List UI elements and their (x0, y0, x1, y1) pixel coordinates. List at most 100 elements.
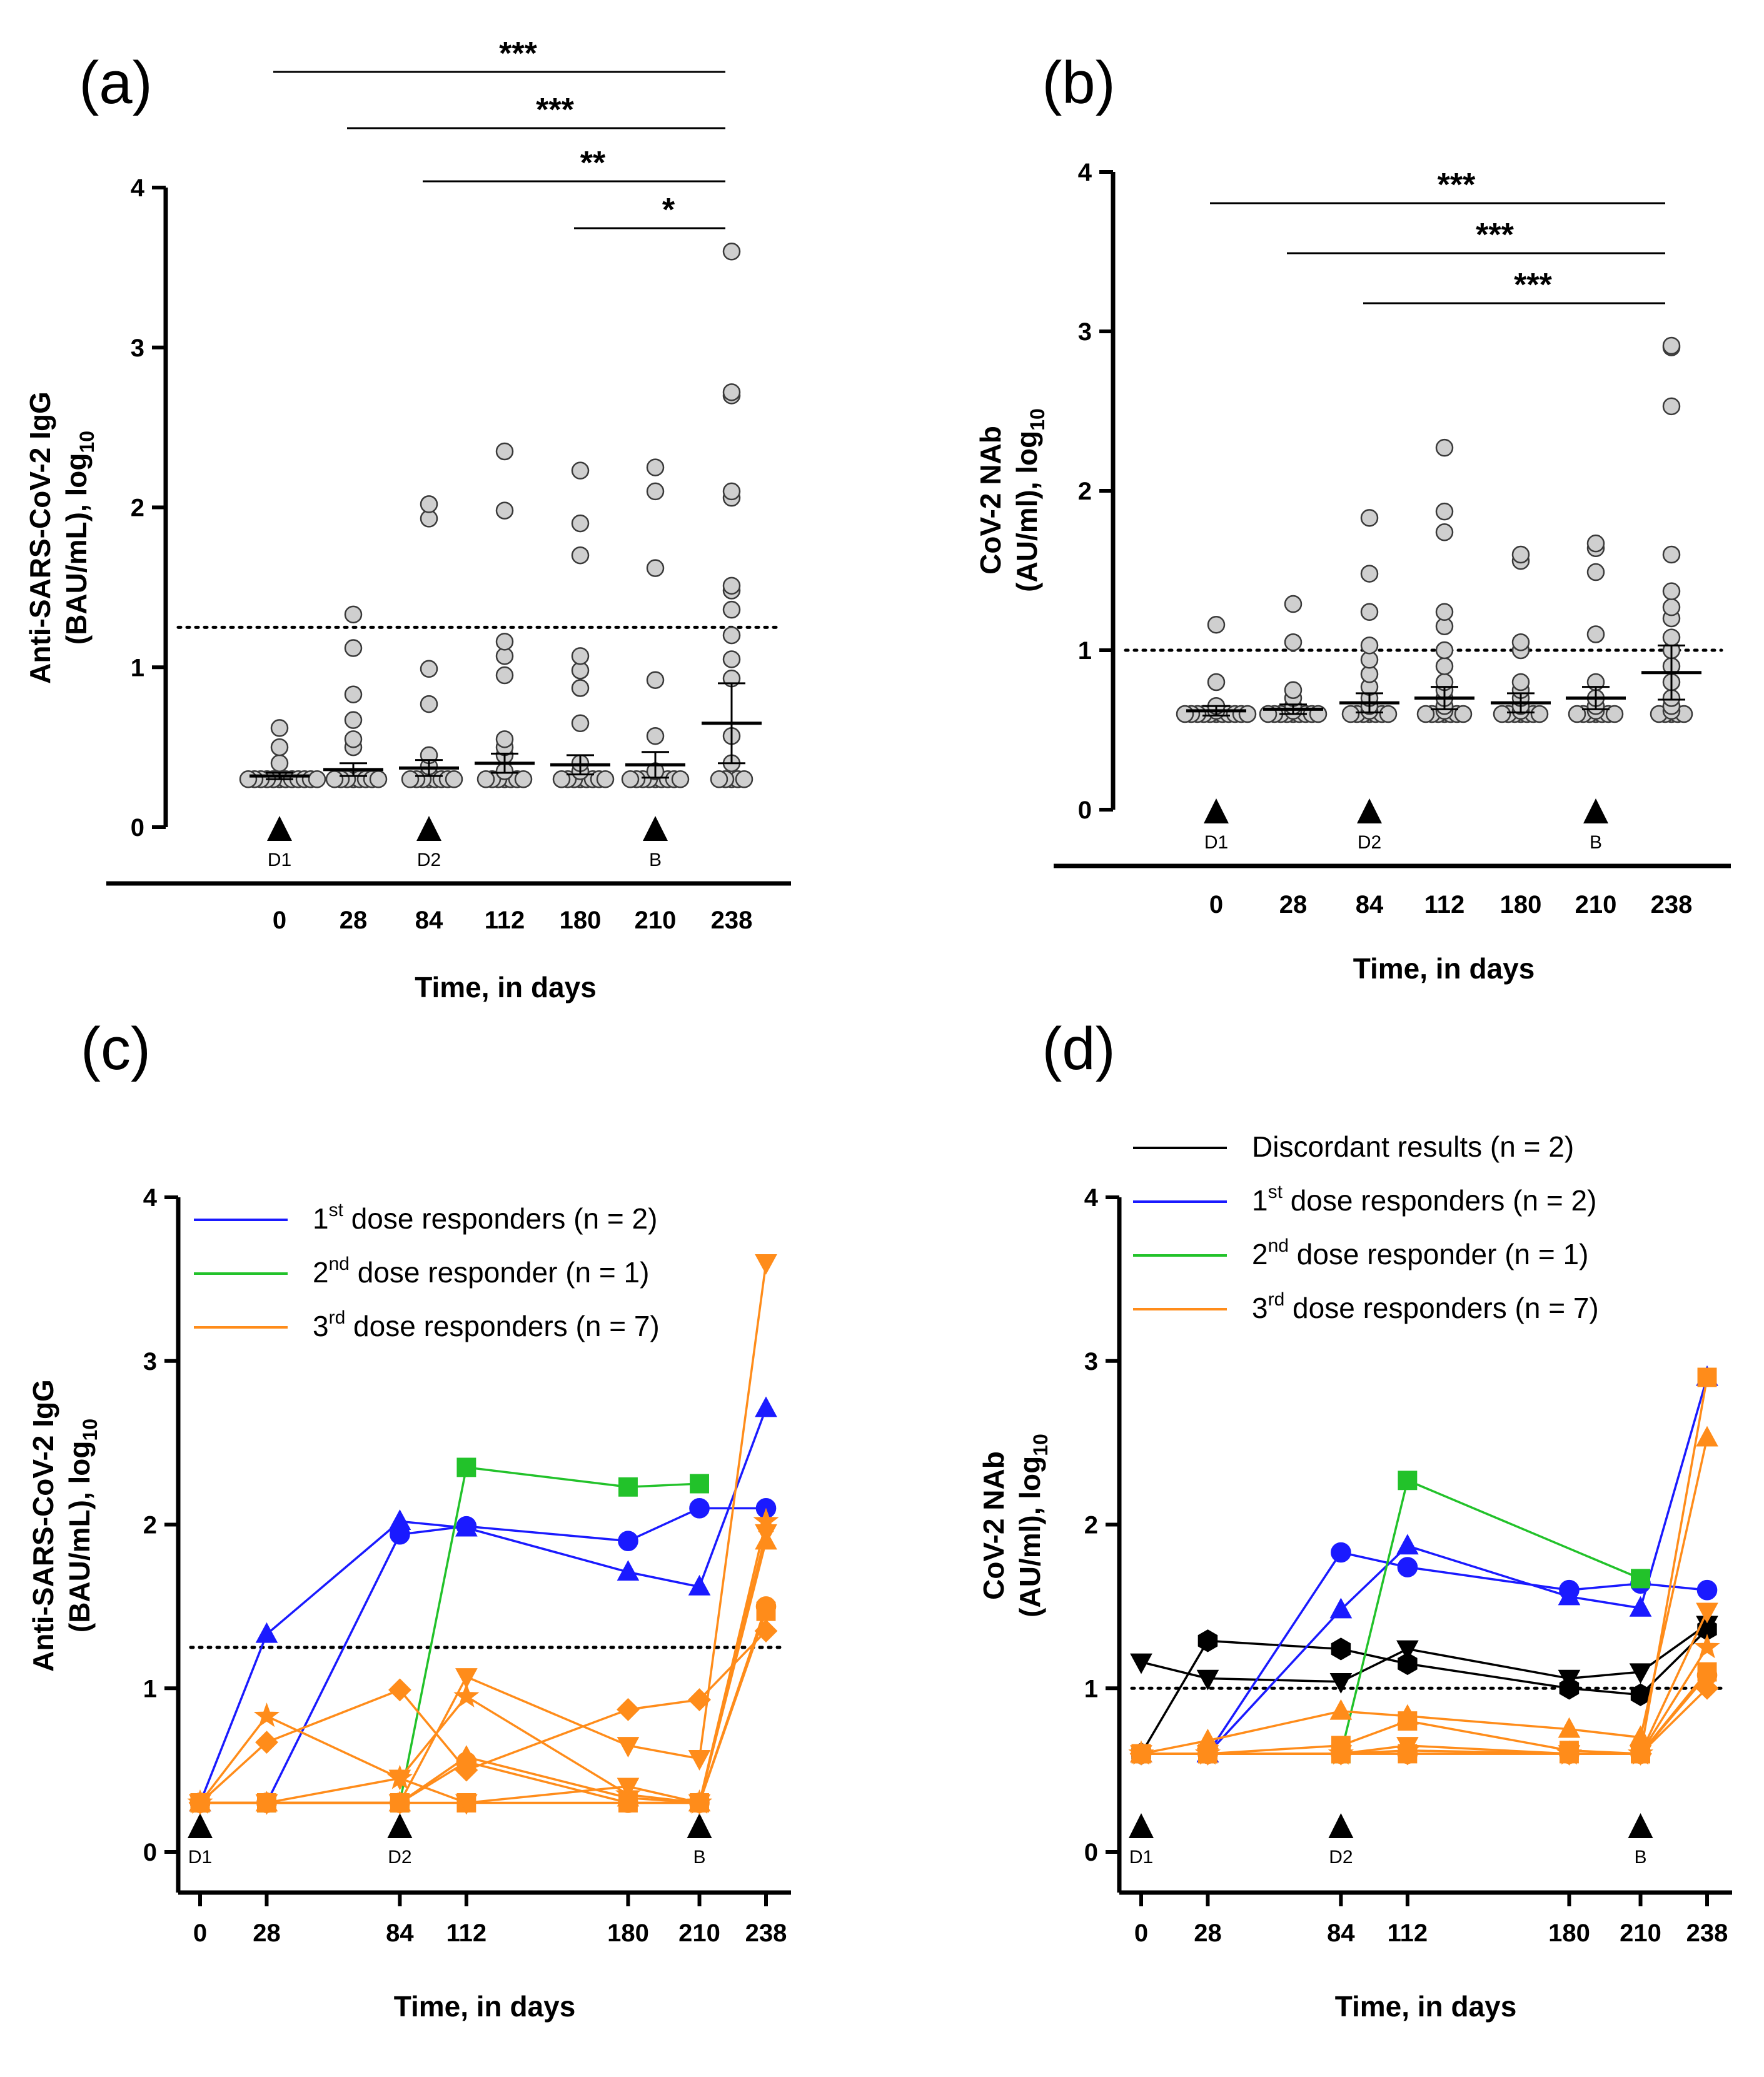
series-marker (1396, 1534, 1419, 1555)
y-axis-title-text: (BAU/mL), log (63, 1441, 96, 1632)
data-point (1662, 336, 1681, 355)
x-tick-label: 28 (340, 907, 368, 934)
y-tick-label: 2 (1078, 478, 1092, 505)
data-point (722, 243, 741, 261)
legend-ordinal: 2 (1252, 1238, 1268, 1270)
data-point (325, 770, 344, 788)
series-marker (1398, 1652, 1418, 1676)
series-marker (1331, 1744, 1351, 1764)
series-marker (1629, 1596, 1652, 1617)
data-point (621, 770, 640, 788)
series-marker (453, 1682, 480, 1707)
data-point (1207, 673, 1226, 691)
x-tick-label: 112 (485, 907, 525, 934)
data-point (495, 442, 514, 461)
y-axis-title-line1: Anti-SARS-CoV-2 IgG (24, 391, 56, 684)
significance-label: ** (580, 145, 606, 181)
event-label: D2 (417, 850, 441, 870)
significance-label: *** (1438, 167, 1476, 203)
y-axis-title: CoV-2 NAb (AU/ml), log10 (974, 408, 1049, 592)
y-tick-label: 3 (143, 1348, 157, 1375)
legend-entry: 1st dose responders (n = 2) (1252, 1182, 1596, 1217)
series-line (200, 1466, 700, 1804)
y-axis-title-line1: CoV-2 NAb (974, 426, 1007, 575)
x-tick-label: 238 (1651, 891, 1693, 918)
y-tick-label: 0 (1084, 1839, 1098, 1866)
x-axis-title: Time, in days (1353, 952, 1535, 985)
data-point (646, 559, 665, 577)
event-label: D1 (1129, 1847, 1153, 1868)
x-axis-title: Time, in days (394, 1990, 576, 2023)
series-marker (1697, 1367, 1717, 1387)
y-tick-label: 2 (143, 1512, 157, 1539)
series-line (200, 1507, 766, 1804)
series-marker (688, 1574, 711, 1596)
data-point (1416, 705, 1435, 723)
x-tick-label: 112 (1424, 891, 1465, 918)
legend-ordinal: 3 (1252, 1292, 1268, 1324)
series-marker (1560, 1744, 1579, 1764)
y-axis-title-line2: (AU/ml), log10 (1011, 408, 1049, 592)
panel-b: (b) 0 1 2 3 4 CoV-2 NAb (AU/ml), log10 0 28 84 112 1… (974, 49, 1731, 985)
data-point (1207, 615, 1226, 634)
y-axis-title-subscript: 10 (79, 1419, 101, 1441)
data-point (270, 754, 289, 772)
event-label: B (1635, 1847, 1647, 1868)
x-axis-title: Time, in days (415, 971, 597, 1003)
x-tick-label: 0 (1134, 1919, 1148, 1947)
series-marker (1696, 1426, 1718, 1447)
data-point (1586, 563, 1605, 581)
data-point (1435, 657, 1454, 675)
data-point (344, 605, 363, 624)
legend-ordinal: 1 (313, 1202, 329, 1235)
series-marker (1558, 1717, 1581, 1738)
data-point (495, 501, 514, 520)
data-point (596, 770, 615, 788)
data-point (1511, 633, 1530, 651)
data-point (420, 660, 438, 678)
event-label: B (649, 850, 662, 870)
series-line (1141, 1479, 1641, 1755)
legend-text: Discordant results (n = 2) (1252, 1130, 1574, 1163)
data-point (1568, 705, 1586, 723)
data-point (1662, 598, 1681, 616)
y-axis-title-line2: (AU/ml), log10 (1014, 1434, 1052, 1617)
y-tick-label: 3 (131, 334, 144, 362)
series-line (1141, 1437, 1708, 1755)
y-tick-label: 1 (1078, 637, 1092, 665)
data-point (1435, 438, 1454, 457)
event-arrow-icon (416, 816, 441, 841)
data-point (646, 458, 665, 476)
event-arrow-icon (1204, 798, 1229, 823)
series-marker (253, 1702, 280, 1727)
data-point (344, 639, 363, 657)
data-point (552, 770, 571, 788)
data-point (722, 482, 741, 501)
series-marker (1696, 1602, 1718, 1624)
series-marker (755, 1396, 777, 1417)
y-tick-label: 4 (1084, 1184, 1099, 1212)
legend-text: dose responder (n = 1) (350, 1256, 649, 1289)
series-marker (756, 1601, 776, 1621)
series-marker (390, 1524, 410, 1545)
legend-superscript: nd (1268, 1235, 1289, 1256)
event-arrow-icon (687, 1813, 712, 1838)
legend-text: dose responder (n = 1) (1289, 1238, 1588, 1270)
y-tick-label: 0 (131, 814, 144, 842)
legend-entry: 3rd dose responders (n = 7) (313, 1307, 660, 1342)
series-marker (1329, 1597, 1353, 1619)
data-point (1435, 502, 1454, 521)
series-marker (688, 1688, 711, 1711)
series-marker (1331, 1542, 1351, 1563)
data-point (1284, 681, 1303, 699)
data-point (1284, 633, 1303, 651)
x-tick-label: 0 (193, 1919, 207, 1947)
legend-superscript: rd (1268, 1289, 1285, 1310)
data-point (1360, 565, 1379, 583)
y-axis-title-subscript: 10 (1026, 408, 1049, 431)
x-tick-label: 210 (678, 1919, 720, 1947)
y-tick-label: 4 (131, 174, 145, 202)
series-marker (688, 1750, 711, 1771)
panel-letter: (d) (1042, 1015, 1115, 1082)
data-point (671, 770, 690, 788)
